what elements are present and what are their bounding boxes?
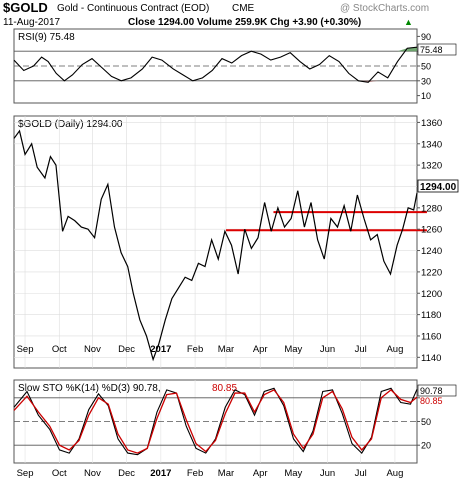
price-y-tick-label: 1220 (421, 267, 442, 278)
price-x-tick-label: Jul (355, 344, 367, 355)
price-x-tick-label: Oct (52, 344, 67, 355)
rsi-y-tick-label: 50 (421, 62, 431, 72)
price-x-tick-label: Feb (187, 344, 203, 355)
price-x-tick-label: Sep (17, 344, 34, 355)
rsi-y-tick-label: 10 (421, 91, 431, 101)
up-arrow-icon: ▲ (404, 17, 413, 27)
price-y-tick-label: 1140 (421, 353, 441, 364)
symbol-label: $GOLD (3, 0, 48, 15)
price-y-tick-label: 1260 (421, 225, 442, 236)
price-y-tick-label: 1240 (421, 246, 442, 257)
sto-title: Slow STO %K(14) %D(3) 90.78, (18, 383, 161, 394)
sto-x-tick-label: Sep (17, 468, 34, 479)
sto-x-tick-label: Jul (355, 468, 367, 479)
price-title: $GOLD (Daily) 1294.00 (18, 119, 123, 130)
price-y-tick-label: 1280 (421, 203, 442, 214)
sto-x-tick-label: Apr (253, 468, 268, 479)
sto-y-tick-label: 50 (421, 417, 431, 427)
sto-k-line (13, 387, 418, 456)
sto-panel: Slow STO %K(14) %D(3) 90.78, 80.85 5020 … (13, 379, 457, 479)
price-y-tick-label: 1180 (421, 310, 441, 321)
rsi-y-tick-label: 30 (421, 76, 431, 86)
price-x-tick-label: Aug (386, 344, 403, 355)
price-y-tick-label: 1340 (421, 139, 442, 150)
price-value-label: 1294.00 (420, 182, 457, 193)
price-line (13, 129, 418, 362)
price-x-tick-label: Dec (118, 344, 135, 355)
sto-k-value-label: 90.78 (420, 386, 443, 396)
price-y-tick-label: 1360 (421, 118, 442, 129)
date-label: 11-Aug-2017 (3, 17, 61, 28)
sto-x-tick-label: May (284, 468, 302, 479)
sto-x-tick-label: Feb (187, 468, 203, 479)
rsi-value-box (417, 43, 457, 56)
price-x-tick-label: Jun (320, 344, 335, 355)
price-panel: $GOLD (Daily) 1294.00 1360 1340 1320 1280 12… (13, 115, 459, 369)
rsi-value-label: 75.48 (420, 45, 443, 55)
sto-k-value-box (417, 384, 457, 397)
rsi-panel: RSI(9) 75.48 90 50 30 10 75.48 (13, 28, 457, 104)
watermark: @ StockCharts.com (340, 3, 429, 14)
sto-x-tick-label: Mar (218, 468, 234, 479)
price-x-tick-label: 2017 (150, 344, 171, 355)
exchange-label: CME (232, 3, 255, 14)
price-x-tick-label: Nov (84, 344, 101, 355)
sto-y-tick-label: 20 (421, 441, 431, 451)
instrument-name: Gold - Continuous Contract (EOD) (57, 3, 209, 14)
rsi-line (13, 46, 418, 83)
sto-d-value-label: 80.85 (420, 396, 443, 406)
sto-x-tick-label: Oct (52, 468, 67, 479)
price-y-tick-label: 1320 (421, 161, 442, 172)
rsi-overbought-fill (397, 48, 408, 52)
price-y-tick-label: 1160 (421, 331, 441, 342)
price-x-tick-label: Apr (253, 344, 268, 355)
rsi-title: RSI(9) 75.48 (18, 32, 75, 43)
rsi-y-tick-label: 90 (421, 32, 431, 42)
sto-x-tick-label: Aug (386, 468, 403, 479)
price-x-tick-label: Mar (218, 344, 234, 355)
price-frame (13, 115, 418, 369)
price-value-box (417, 179, 459, 193)
price-x-tick-label: May (284, 344, 302, 355)
price-y-tick-label: 1200 (421, 289, 442, 300)
rsi-oversold-fill (368, 80, 378, 83)
sto-x-tick-label: 2017 (150, 468, 171, 479)
sto-d-label: 80.85 (212, 383, 237, 394)
quote-summary: Close 1294.00 Volume 259.9K Chg +3.90 (+… (128, 17, 361, 28)
sto-x-tick-label: Dec (118, 468, 135, 479)
sto-d-line (13, 389, 418, 454)
sto-x-tick-label: Jun (320, 468, 335, 479)
sto-x-tick-label: Nov (84, 468, 101, 479)
